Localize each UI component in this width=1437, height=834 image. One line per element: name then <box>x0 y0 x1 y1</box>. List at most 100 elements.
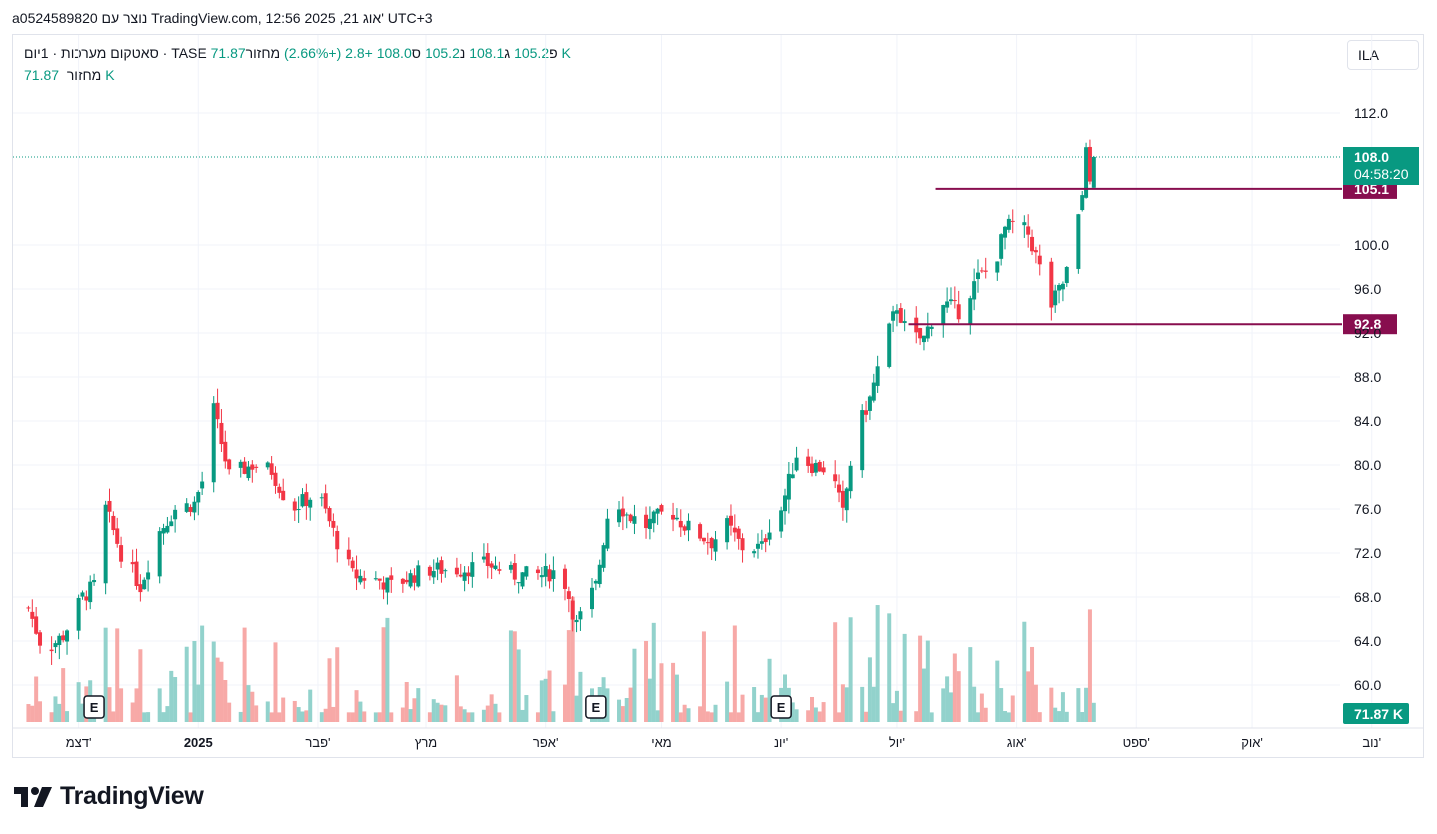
candle-body <box>902 321 907 324</box>
volume-bar <box>319 712 324 722</box>
volume-bar <box>373 712 378 722</box>
volume-bar <box>346 712 351 722</box>
candle-body <box>142 579 147 590</box>
volume-bar <box>624 698 629 722</box>
candle-body <box>632 516 637 524</box>
candle-body <box>767 532 772 540</box>
volume-bar <box>1033 684 1038 722</box>
candle-body <box>238 461 243 468</box>
candle-body <box>400 578 405 584</box>
chart-pane[interactable] <box>12 34 1424 758</box>
volume-bar <box>1037 712 1042 722</box>
candle-body <box>462 572 467 581</box>
volume-bar <box>794 709 799 722</box>
candle-body <box>925 326 930 339</box>
volume-bar <box>188 712 193 722</box>
volume-bar <box>929 712 934 722</box>
volume-bar <box>211 641 216 722</box>
tradingview-logo[interactable]: TradingView <box>14 782 204 811</box>
candle-body <box>968 298 973 324</box>
volume-bar <box>61 668 66 722</box>
volume-bar <box>165 706 170 722</box>
volume-bar <box>1080 712 1085 722</box>
candle-body <box>481 556 486 560</box>
volume-bar <box>925 640 930 722</box>
candle-body <box>84 596 89 601</box>
candle-body <box>894 310 899 314</box>
volume-bar <box>867 657 872 722</box>
x-tick-label: יונ' <box>774 735 788 750</box>
tradingview-logo-text: TradingView <box>60 782 204 810</box>
volume-legend: מחזור 71.87 K <box>24 67 115 83</box>
volume-bar <box>466 712 471 722</box>
candle-body <box>844 488 849 511</box>
candle-body <box>659 505 664 512</box>
volume-bar <box>111 711 116 722</box>
symbol-name[interactable]: סאטקום מערכות · 1יום · TASE <box>24 45 207 61</box>
candle-body <box>323 493 328 509</box>
earnings-marker <box>770 695 792 719</box>
candle-body <box>1022 222 1027 226</box>
candle-body <box>103 504 108 584</box>
candle-body <box>620 508 625 517</box>
volume-bar <box>948 692 953 722</box>
volume-bar <box>454 675 459 722</box>
volume-bar <box>512 631 517 722</box>
candle-body <box>1026 226 1031 235</box>
volume-bar <box>508 630 513 722</box>
candles <box>26 139 1096 665</box>
volume-bar <box>404 682 409 722</box>
price-axis: 112.0 100.0 96.0 92.0 88.0 84.0 80.0 76.0 72.0 68… <box>1354 105 1389 693</box>
volume-bar <box>813 707 818 722</box>
candle-body <box>674 517 679 520</box>
candle-body <box>551 570 556 579</box>
candle-body <box>26 607 31 609</box>
currency-button[interactable]: ILA <box>1347 40 1419 70</box>
candle-body <box>840 490 845 508</box>
candle-body <box>443 570 448 572</box>
candle-body <box>458 574 463 577</box>
volume-bar <box>184 646 189 722</box>
volume-bar <box>952 653 957 722</box>
volume-bar <box>385 617 390 722</box>
volume-bar <box>605 688 610 722</box>
volume-bar <box>389 712 394 722</box>
candle-body <box>92 580 97 583</box>
volume-bar <box>755 712 760 722</box>
volume-bar <box>864 711 869 722</box>
volume-legend-label[interactable]: מחזור <box>66 67 102 83</box>
x-tick-label: יול' <box>889 735 905 750</box>
candle-body <box>427 566 432 576</box>
x-tick-label: מאי <box>651 735 671 750</box>
earnings-marker-label: E <box>592 700 601 715</box>
candle-body <box>34 616 39 634</box>
volume-bar <box>709 712 714 722</box>
volume-bar <box>358 701 363 722</box>
volume-bar <box>752 687 757 722</box>
candle-body <box>512 563 517 580</box>
open-value: 105.2 <box>514 45 550 61</box>
volume-bar <box>350 712 355 722</box>
volume-bar <box>439 704 444 722</box>
volume-bar <box>219 661 224 722</box>
earnings-marker <box>585 695 607 719</box>
candle-body <box>983 270 988 272</box>
candle-body <box>1033 250 1038 253</box>
candle-body <box>821 467 826 473</box>
volume-bar <box>837 712 842 722</box>
volume-bar <box>902 633 907 722</box>
volume-bar <box>38 701 43 722</box>
volume-bar <box>628 687 633 722</box>
volume-bar <box>972 686 977 722</box>
low-label: נ <box>459 45 466 61</box>
volume-bar <box>701 631 706 722</box>
candle-body <box>1010 220 1015 222</box>
volume-legend-value: 71.87 K <box>24 67 115 83</box>
candle-body <box>671 514 676 520</box>
volume-bar <box>215 657 220 722</box>
volume-bar <box>227 702 232 722</box>
volume-bar <box>354 690 359 722</box>
volume-bar <box>427 712 432 722</box>
volume-bar <box>362 711 367 722</box>
